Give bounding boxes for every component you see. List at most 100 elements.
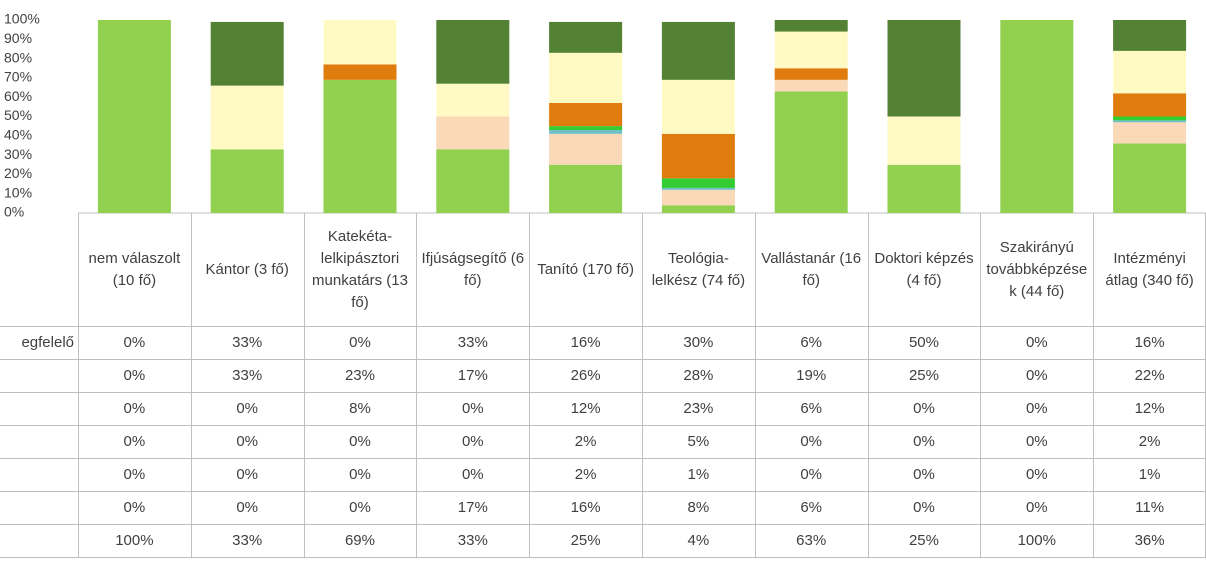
row-label: egfelelő bbox=[21, 333, 74, 351]
category-label: Intézményi átlag (340 fő) bbox=[1105, 249, 1194, 289]
table-cell: 16% bbox=[570, 498, 601, 516]
y-tick-label: 70% bbox=[4, 69, 32, 85]
table-cell: 26% bbox=[570, 366, 601, 384]
table-cell: 36% bbox=[1134, 531, 1165, 549]
table-cell: 33% bbox=[232, 366, 263, 384]
table-border bbox=[416, 213, 418, 557]
table-cell: 0% bbox=[913, 432, 935, 450]
bar-segment bbox=[210, 21, 284, 86]
category-label: Ifjúságsegítő (6 fő) bbox=[421, 249, 525, 289]
table-cell: 0% bbox=[461, 432, 484, 450]
bar-segment bbox=[661, 189, 735, 206]
table-cell: 0% bbox=[123, 333, 146, 351]
table-cell: 16% bbox=[570, 333, 601, 351]
table-cell: 0% bbox=[1025, 432, 1048, 450]
category-label: Tanító (170 fő) bbox=[537, 260, 634, 278]
y-tick-label: 50% bbox=[4, 107, 32, 123]
table-cell: 0% bbox=[123, 432, 146, 450]
table-cell: 100% bbox=[1017, 531, 1056, 549]
bar-segment bbox=[549, 133, 623, 165]
bar-segment bbox=[661, 21, 735, 80]
table-cell: 6% bbox=[800, 498, 823, 516]
table-cell: 0% bbox=[349, 432, 371, 450]
y-tick-label: 40% bbox=[4, 127, 32, 143]
table-cell: 22% bbox=[1134, 366, 1165, 384]
bar-segment bbox=[549, 102, 623, 127]
table-cell: 0% bbox=[236, 399, 259, 417]
y-tick-label: 0% bbox=[4, 204, 24, 220]
table-cell: 33% bbox=[232, 531, 263, 549]
table-cell: 25% bbox=[908, 366, 939, 384]
table-cell: 0% bbox=[123, 465, 146, 483]
table-cell: 2% bbox=[1138, 432, 1161, 450]
table-cell: 23% bbox=[683, 399, 714, 417]
bar-segment bbox=[774, 68, 848, 80]
table-cell: 12% bbox=[570, 399, 601, 417]
table-cell: 63% bbox=[796, 531, 827, 549]
table-border bbox=[190, 213, 192, 557]
bar-segment bbox=[549, 126, 623, 131]
bar-segment bbox=[436, 116, 510, 150]
table-cell: 50% bbox=[908, 333, 939, 351]
table-cell: 0% bbox=[461, 465, 484, 483]
bar-segment bbox=[549, 52, 623, 103]
table-cell: 0% bbox=[349, 465, 371, 483]
table-border bbox=[754, 213, 756, 557]
table-border bbox=[0, 359, 1206, 360]
table-border bbox=[303, 213, 305, 557]
bar-segment bbox=[1113, 20, 1187, 51]
bar-segment bbox=[661, 178, 735, 188]
category-label: Katekéta-lelkipásztori munkatárs (13 fő) bbox=[312, 227, 408, 311]
table-cell: 8% bbox=[349, 399, 371, 417]
table-cell: 0% bbox=[800, 432, 823, 450]
table-cell: 0% bbox=[123, 399, 146, 417]
table-cell: 0% bbox=[800, 465, 823, 483]
bar-segment bbox=[436, 149, 510, 213]
y-tick-label: 60% bbox=[4, 88, 32, 104]
bar-segment bbox=[436, 83, 510, 117]
table-cell: 28% bbox=[683, 366, 714, 384]
table-cell: 1% bbox=[1138, 465, 1161, 483]
table-cell: 0% bbox=[123, 498, 146, 516]
bar-segment bbox=[1113, 120, 1187, 123]
table-border bbox=[0, 458, 1206, 459]
table-border bbox=[78, 213, 79, 557]
category-label: Szakirányú továbbképzések (44 fő) bbox=[986, 238, 1088, 300]
table-cell: 0% bbox=[349, 498, 371, 516]
table-cell: 17% bbox=[457, 366, 488, 384]
table-cell: 0% bbox=[236, 432, 259, 450]
table-cell: 6% bbox=[800, 333, 823, 351]
table-cell: 25% bbox=[570, 531, 601, 549]
category-label: Doktori képzés (4 fő) bbox=[874, 249, 974, 289]
bar-segment bbox=[436, 20, 510, 84]
table-cell: 23% bbox=[344, 366, 375, 384]
y-tick-label: 80% bbox=[4, 49, 32, 65]
bar-segment bbox=[661, 79, 735, 134]
table-border bbox=[529, 213, 531, 557]
bar-segment bbox=[549, 164, 623, 213]
bar-segment bbox=[774, 91, 848, 213]
table-cell: 33% bbox=[457, 531, 488, 549]
bar-segment bbox=[549, 130, 623, 134]
bar-segment bbox=[1113, 116, 1187, 121]
bar-segment bbox=[1113, 122, 1187, 144]
y-tick-label: 90% bbox=[4, 30, 32, 46]
table-border bbox=[0, 557, 1206, 558]
y-tick-label: 30% bbox=[4, 146, 32, 162]
bar-segment bbox=[1113, 93, 1187, 117]
table-border bbox=[0, 524, 1206, 525]
table-cell: 16% bbox=[1134, 333, 1165, 351]
bar-segment bbox=[774, 20, 848, 32]
table-border bbox=[1093, 213, 1095, 557]
table-cell: 0% bbox=[461, 399, 484, 417]
table-cell: 0% bbox=[236, 498, 259, 516]
bar-segment bbox=[774, 31, 848, 69]
bar-segment bbox=[210, 85, 284, 150]
table-cell: 0% bbox=[1025, 366, 1048, 384]
table-cell: 12% bbox=[1134, 399, 1165, 417]
table-cell: 25% bbox=[908, 531, 939, 549]
category-label: Teológia-lelkész (74 fő) bbox=[651, 249, 746, 289]
table-cell: 2% bbox=[574, 465, 597, 483]
